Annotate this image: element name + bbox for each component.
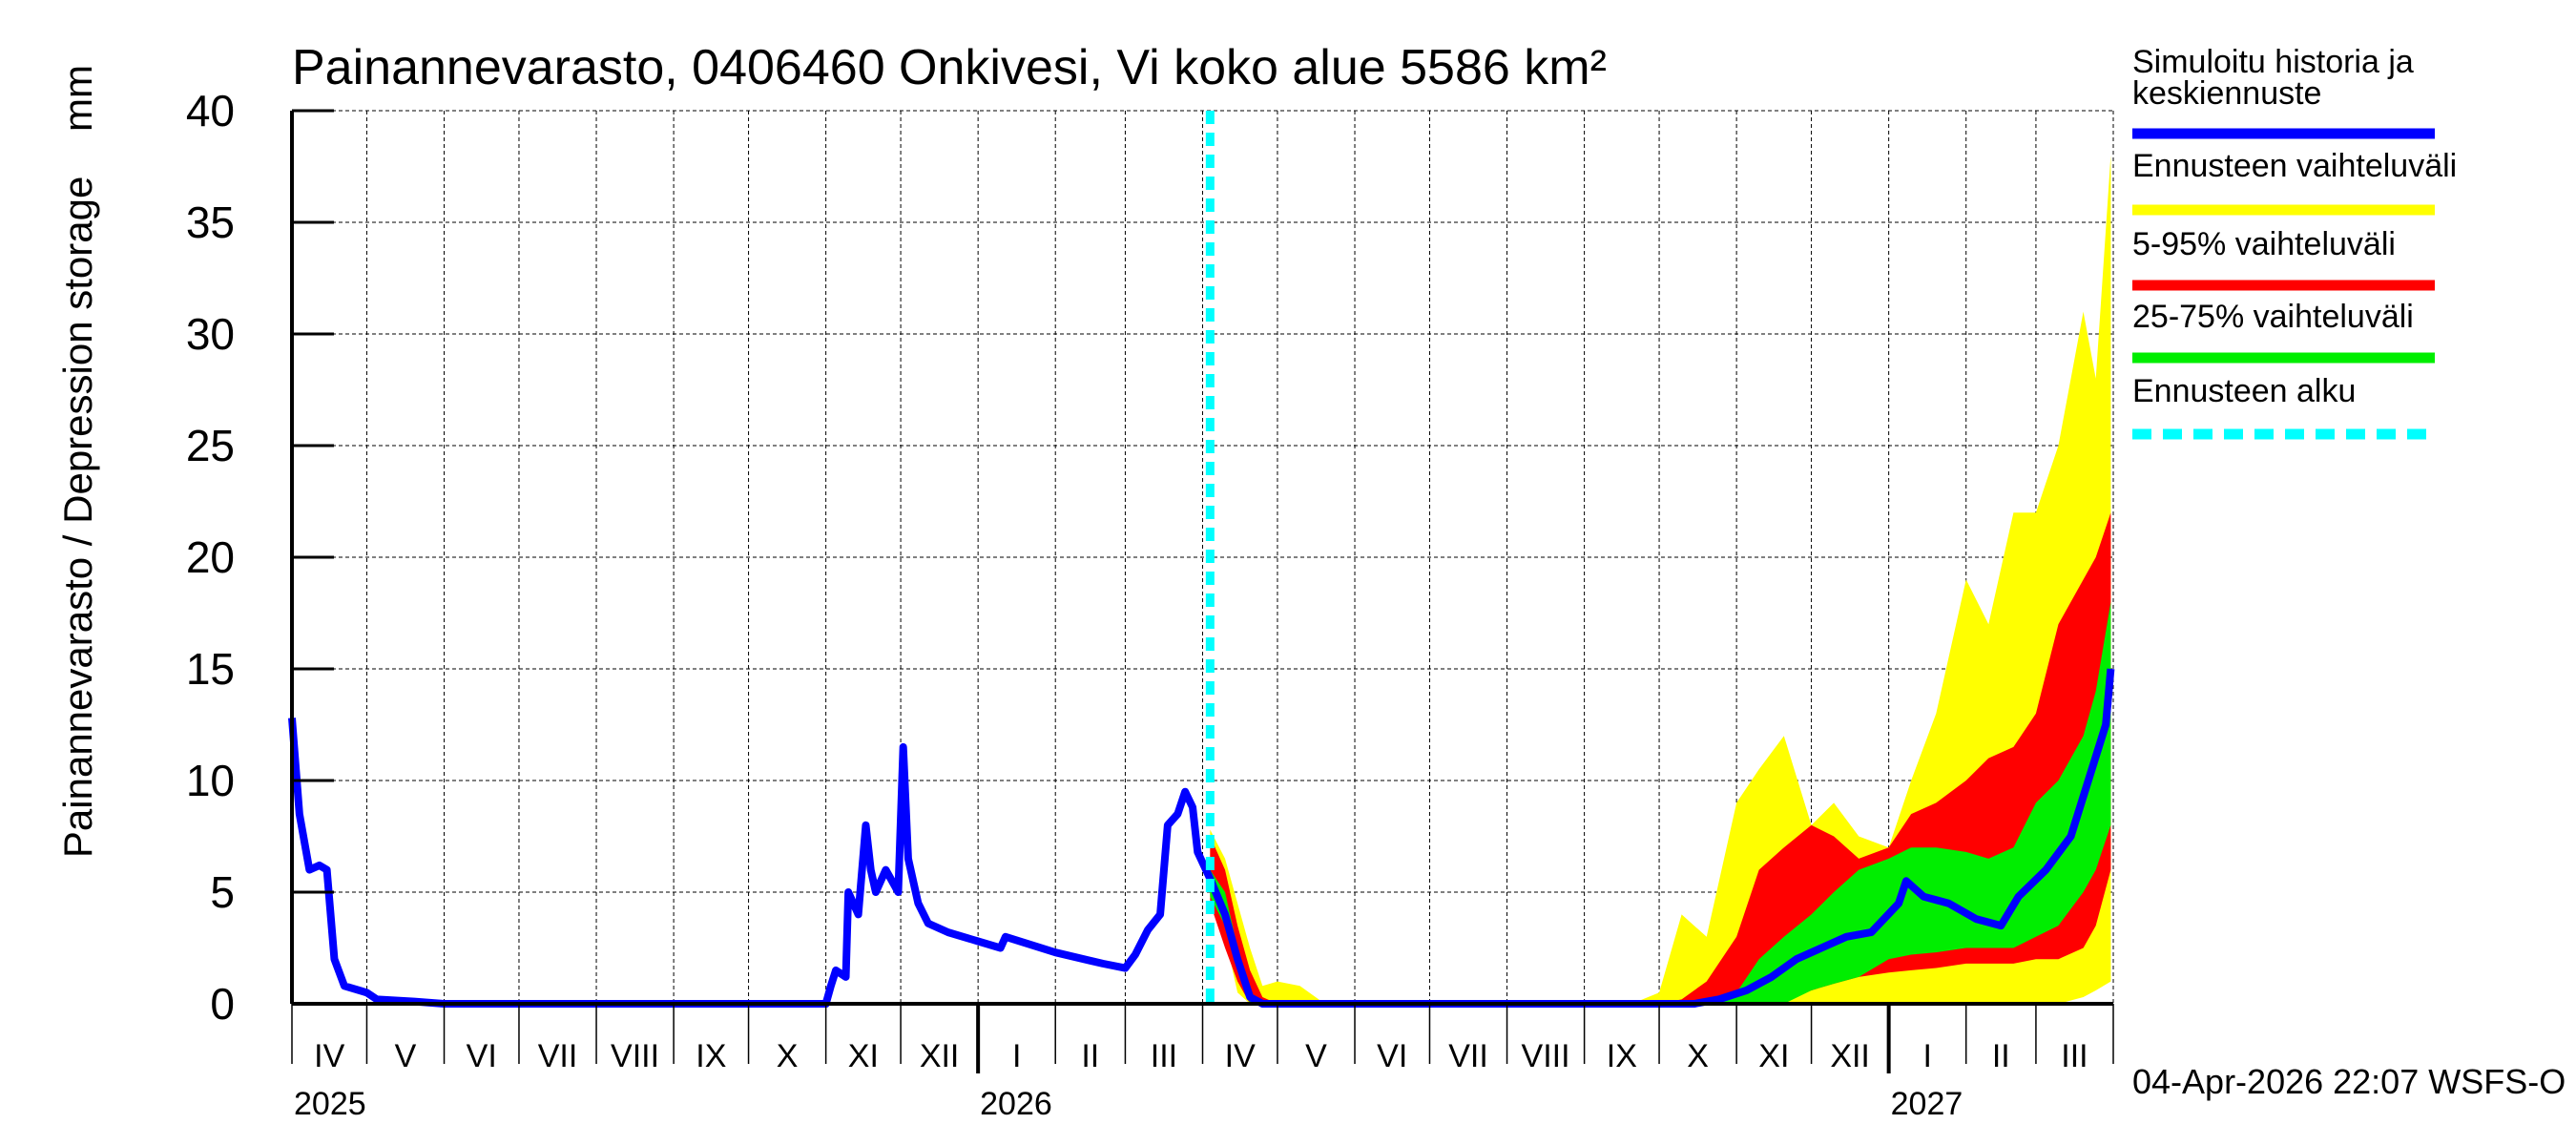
month-label: X: [1687, 1038, 1709, 1074]
month-label: IV: [314, 1038, 344, 1074]
month-label: IX: [696, 1038, 726, 1074]
legend-label: Ennusteen vaihteluväli: [2132, 148, 2457, 184]
band-25-75: [1210, 601, 2111, 1004]
month-label: II: [1992, 1038, 2010, 1074]
legend-label: 5-95% vaihteluväli: [2132, 226, 2396, 262]
month-label: XII: [1830, 1038, 1870, 1074]
month-label: VII: [538, 1038, 578, 1074]
month-label: III: [2061, 1038, 2088, 1074]
legend-label: Simuloitu historia ja: [2132, 44, 2414, 80]
y-tick-label: 5: [210, 867, 235, 917]
month-label: VIII: [1522, 1038, 1570, 1074]
year-label: 2026: [980, 1086, 1052, 1122]
legend-label: Ennusteen alku: [2132, 373, 2356, 409]
legend-label: 25-75% vaihteluväli: [2132, 299, 2414, 335]
y-tick-label: 20: [186, 532, 235, 582]
y-tick-label: 25: [186, 421, 235, 470]
month-label: I: [1012, 1038, 1021, 1074]
legend-item: Ennusteen alku: [2132, 373, 2435, 440]
axes: IV V VI VII VIII IX X XI XII I II III IV V VI VII VIII IX…: [186, 86, 2114, 1122]
chart-title: Painannevarasto, 0406460 Onkivesi, Vi ko…: [292, 40, 1607, 95]
legend-label: keskiennuste: [2132, 75, 2321, 112]
month-label: V: [1305, 1038, 1327, 1074]
month-label: III: [1151, 1038, 1177, 1074]
year-label: 2027: [1891, 1086, 1963, 1122]
y-tick-label: 15: [186, 644, 235, 694]
month-label: V: [395, 1038, 417, 1074]
y-tick-label: 40: [186, 86, 235, 135]
legend-item: 25-75% vaihteluväli: [2132, 299, 2435, 364]
y-tick-label: 35: [186, 198, 235, 247]
month-label: I: [1922, 1038, 1931, 1074]
month-label: VI: [467, 1038, 497, 1074]
legend-item: Ennusteen vaihteluväli: [2132, 148, 2457, 216]
year-label: 2025: [294, 1086, 366, 1122]
month-label: II: [1081, 1038, 1099, 1074]
month-label: XI: [1758, 1038, 1789, 1074]
forecast-bands: [1210, 155, 2111, 1005]
month-label: VII: [1448, 1038, 1488, 1074]
month-label: IV: [1225, 1038, 1256, 1074]
y-axis-label: Painannevarasto / Depression storage mm: [55, 65, 100, 858]
legend-item: 5-95% vaihteluväli: [2132, 226, 2435, 291]
month-label: VI: [1377, 1038, 1407, 1074]
month-label: X: [777, 1038, 799, 1074]
y-tick-label: 30: [186, 309, 235, 359]
month-label: XII: [920, 1038, 960, 1074]
month-label: XI: [848, 1038, 879, 1074]
month-label: VIII: [611, 1038, 659, 1074]
month-label: IX: [1607, 1038, 1637, 1074]
y-tick-label: 10: [186, 756, 235, 805]
y-tick-label: 0: [210, 979, 235, 1029]
history-line: [288, 718, 1214, 1008]
footer-timestamp: 04-Apr-2026 22:07 WSFS-O: [2132, 1062, 2566, 1101]
